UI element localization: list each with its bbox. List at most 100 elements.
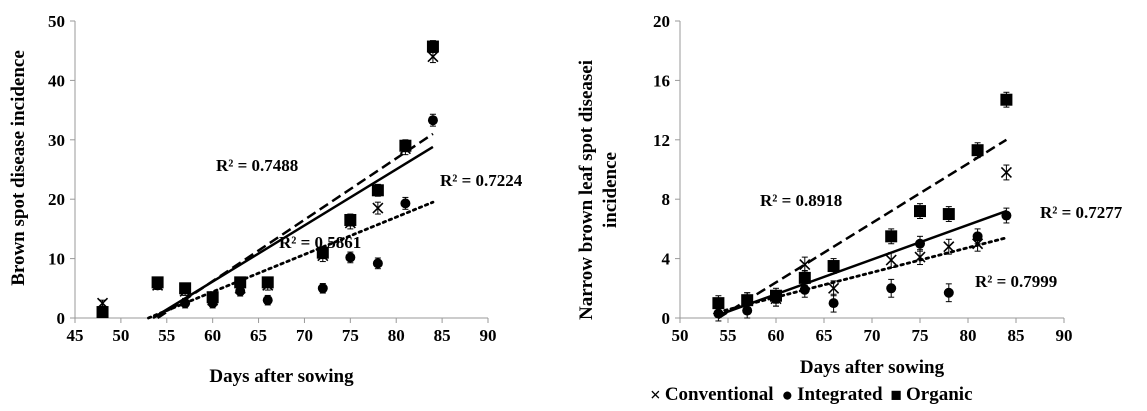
trendline-integrated bbox=[147, 200, 435, 320]
data-point-x-stroke bbox=[943, 241, 955, 253]
data-point-organic bbox=[1000, 93, 1013, 106]
r2-label-organic: R² = 0.7224 bbox=[440, 171, 523, 190]
data-point-organic bbox=[885, 230, 898, 243]
data-point-organic bbox=[798, 271, 811, 284]
data-point-organic bbox=[971, 144, 984, 157]
data-point-integrated bbox=[828, 298, 839, 309]
y-axis-title: Brown spot disease incidence bbox=[8, 50, 29, 286]
x-tick-label: 50 bbox=[112, 326, 129, 345]
r2-label-conventional: R² = 0.8918 bbox=[760, 191, 842, 210]
data-point-integrated bbox=[799, 284, 810, 295]
trendline-organic bbox=[717, 236, 1008, 314]
data-point-integrated bbox=[915, 238, 925, 249]
data-point-integrated bbox=[943, 287, 954, 298]
x-tick-label: 85 bbox=[434, 326, 451, 345]
y-tick-label: 20 bbox=[48, 190, 65, 209]
x-tick-label: 65 bbox=[250, 326, 267, 345]
y-axis-title-line: Narrow brown leaf spot diseasei bbox=[576, 60, 597, 320]
y-tick-label: 0 bbox=[662, 309, 671, 328]
y-axis-title-line: incidence bbox=[600, 152, 621, 228]
legend-label: Conventional bbox=[664, 384, 774, 405]
data-point-organic bbox=[371, 184, 384, 197]
x-tick-label: 70 bbox=[864, 326, 881, 345]
data-point-organic bbox=[399, 139, 412, 152]
x-tick-label: 60 bbox=[204, 326, 221, 345]
data-point-organic bbox=[344, 213, 357, 226]
y-tick-label: 12 bbox=[653, 131, 670, 150]
r2-label-integrated: R² = 0.7999 bbox=[975, 272, 1057, 291]
data-point-organic bbox=[96, 306, 109, 319]
y-tick-label: 4 bbox=[662, 250, 671, 269]
data-point-integrated bbox=[372, 258, 383, 269]
legend-label: Organic bbox=[906, 384, 973, 405]
data-point-conventional bbox=[828, 282, 840, 294]
x-tick-label: 80 bbox=[388, 326, 405, 345]
data-point-x-stroke bbox=[828, 282, 840, 294]
legend-label: Integrated bbox=[797, 384, 883, 405]
data-point-organic bbox=[316, 246, 329, 259]
data-point-organic bbox=[261, 276, 274, 289]
y-tick-label: 50 bbox=[48, 12, 65, 31]
x-tick-label: 70 bbox=[296, 326, 313, 345]
chart-panel-1: 0 10 20 30 40 50 45 50 55 60 65 70 75 80 85 90 Days afte… bbox=[8, 12, 523, 387]
data-point-integrated bbox=[317, 283, 328, 294]
x-axis-title: Days after sowing bbox=[800, 357, 945, 378]
y-axis-title: Narrow brown leaf spot diseasei incidence bbox=[576, 60, 621, 320]
x-tick-label: 50 bbox=[672, 326, 689, 345]
data-point-x-stroke bbox=[1000, 166, 1012, 179]
data-point-integrated bbox=[886, 283, 897, 294]
data-point-organic bbox=[234, 276, 247, 289]
trendline-integrated bbox=[717, 209, 1007, 317]
data-point-organic bbox=[712, 297, 725, 310]
legend-marker-square: ■ bbox=[890, 384, 903, 406]
y-tick-label: 0 bbox=[57, 309, 66, 328]
data-point-integrated bbox=[400, 198, 411, 209]
x-tick-label: 55 bbox=[158, 326, 175, 345]
data-point-x-stroke bbox=[885, 254, 897, 266]
data-point-conventional bbox=[799, 258, 811, 271]
data-point-organic bbox=[914, 205, 926, 218]
x-tick-label: 45 bbox=[67, 326, 84, 345]
data-point-integrated bbox=[972, 231, 983, 242]
x-tick-label: 75 bbox=[912, 326, 929, 345]
data-point-organic bbox=[741, 294, 754, 307]
legend-marker-circle: ● bbox=[781, 384, 794, 406]
x-tick-label: 75 bbox=[342, 326, 359, 345]
data-point-conventional bbox=[1000, 166, 1012, 179]
data-point-organic bbox=[426, 40, 439, 53]
legend-marker-x: × bbox=[650, 384, 661, 406]
data-point-organic bbox=[827, 260, 840, 273]
trendline-conventional bbox=[717, 138, 1008, 320]
data-point-conventional bbox=[427, 51, 439, 63]
data-point-conventional bbox=[372, 202, 384, 214]
x-tick-label: 80 bbox=[960, 326, 977, 345]
x-tick-label: 90 bbox=[480, 326, 497, 345]
data-point-x-stroke bbox=[914, 251, 926, 263]
data-point-x-stroke bbox=[372, 202, 384, 214]
data-point-organic bbox=[770, 289, 782, 302]
data-point-x-stroke bbox=[799, 258, 811, 271]
data-point-organic bbox=[151, 276, 164, 289]
y-tick-label: 30 bbox=[48, 131, 65, 150]
y-tick-label: 16 bbox=[653, 71, 670, 90]
data-point-x-stroke bbox=[427, 51, 439, 63]
y-tick-label: 10 bbox=[48, 250, 65, 269]
x-tick-label: 90 bbox=[1056, 326, 1073, 345]
data-point-organic bbox=[206, 291, 219, 304]
y-tick-label: 40 bbox=[48, 71, 65, 90]
data-point-integrated bbox=[235, 286, 246, 297]
data-point-integrated bbox=[345, 252, 356, 263]
data-point-conventional bbox=[914, 251, 926, 263]
data-point-integrated bbox=[427, 115, 438, 126]
x-tick-label: 60 bbox=[768, 326, 785, 345]
data-point-conventional bbox=[943, 241, 955, 253]
chart-panel-2: 0 4 8 12 16 20 50 55 60 65 70 75 80 85 90 Days after so… bbox=[576, 12, 1123, 378]
legend: × Conventional ● Integrated ■ Organic bbox=[650, 384, 973, 406]
x-tick-label: 55 bbox=[720, 326, 737, 345]
data-point-integrated bbox=[262, 295, 273, 306]
legend-item-integrated: ● Integrated bbox=[782, 384, 883, 406]
r2-label-integrated: R² = 0.5861 bbox=[279, 233, 361, 252]
data-point-integrated bbox=[1001, 210, 1012, 221]
x-axis-title: Days after sowing bbox=[209, 366, 354, 387]
